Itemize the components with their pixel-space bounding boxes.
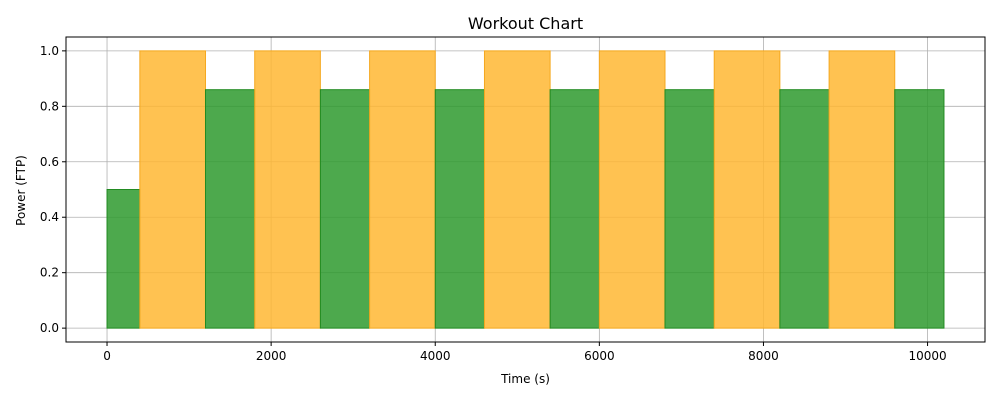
- x-tick-label: 8000: [748, 349, 779, 363]
- y-tick-label: 0.8: [40, 99, 59, 113]
- bars-group: [106, 50, 945, 329]
- axes-group: 0 2000 4000 6000 8000 10000 0.0 0.2 0.4 0.6 0.8 1.0: [40, 36, 986, 363]
- plot-frame: [65, 36, 986, 343]
- y-tick-label: 0.0: [40, 321, 59, 335]
- y-tick-label: 0.4: [40, 210, 59, 224]
- bar-interval-0: [106, 189, 141, 329]
- bar-interval-6: [434, 89, 485, 329]
- bar-interval-14: [894, 89, 945, 329]
- bar-interval-8: [549, 89, 600, 329]
- x-tick-label: 10000: [908, 349, 946, 363]
- bar-interval-12: [779, 89, 830, 329]
- y-tick-label: 0.2: [40, 266, 59, 280]
- bar-interval-11: [713, 50, 781, 329]
- y-axis-label: Power (FTP): [14, 155, 28, 226]
- y-tick-label: 1.0: [40, 44, 59, 58]
- x-tick-label: 4000: [420, 349, 451, 363]
- bar-interval-4: [319, 89, 371, 329]
- x-axis-label: Time (s): [500, 372, 550, 386]
- bar-interval-9: [598, 50, 666, 329]
- chart-title: Workout Chart: [468, 14, 583, 33]
- x-tick-label: 6000: [584, 349, 615, 363]
- bar-interval-10: [664, 89, 715, 329]
- bar-interval-7: [483, 50, 551, 329]
- bar-interval-2: [204, 89, 256, 329]
- bar-interval-1: [139, 50, 206, 329]
- bar-interval-5: [369, 50, 436, 329]
- bar-interval-3: [254, 50, 321, 329]
- y-tick-label: 0.6: [40, 155, 59, 169]
- x-tick-label: 2000: [256, 349, 287, 363]
- x-tick-label: 0: [103, 349, 111, 363]
- bar-interval-13: [828, 50, 896, 329]
